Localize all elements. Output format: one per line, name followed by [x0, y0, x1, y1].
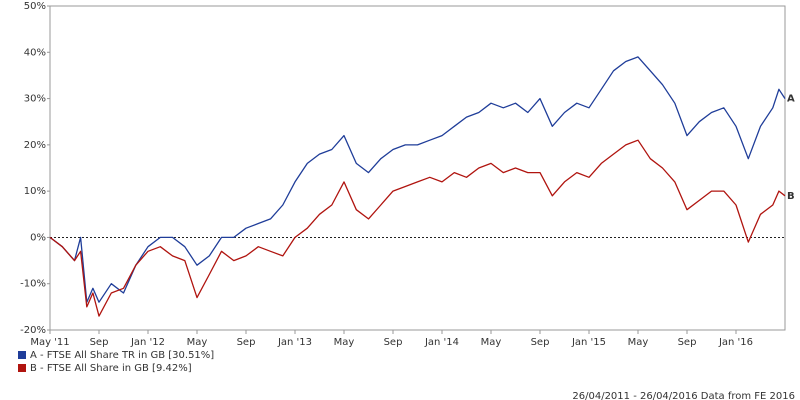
x-tick-label: Sep [384, 337, 403, 348]
x-tick-label: Jan '14 [424, 337, 459, 348]
x-tick-label: Sep [237, 337, 256, 348]
plot-frame [49, 5, 786, 331]
y-tick-label: 50% [24, 1, 46, 12]
x-tick-label: Jan '15 [571, 337, 606, 348]
y-tick-label: 40% [24, 47, 46, 58]
footnote: 26/04/2011 - 26/04/2016 Data from FE 201… [572, 391, 795, 400]
x-tick-label: Sep [90, 337, 109, 348]
y-tick-label: 30% [24, 94, 46, 105]
legend-swatch [18, 351, 26, 359]
x-tick-label: Jan '12 [130, 337, 165, 348]
x-tick-label: May '11 [30, 337, 69, 348]
end-label: B [787, 191, 795, 202]
end-label: A [787, 94, 795, 105]
x-tick-label: Jan '16 [718, 337, 753, 348]
series-line [49, 139, 786, 317]
y-tick-label: -10% [20, 279, 46, 290]
x-tick-label: May [481, 337, 502, 348]
x-tick-label: May [187, 337, 208, 348]
x-tick-label: Sep [678, 337, 697, 348]
legend-swatch [18, 364, 26, 372]
x-tick-label: Sep [531, 337, 550, 348]
y-tick-label: 10% [24, 186, 46, 197]
y-tick-label: -20% [20, 325, 46, 336]
legend-label: B - FTSE All Share in GB [9.42%] [30, 363, 192, 374]
y-tick-label: 0% [30, 232, 46, 243]
x-tick-label: Jan '13 [277, 337, 312, 348]
legend-label: A - FTSE All Share TR in GB [30.51%] [30, 350, 214, 361]
x-tick-label: May [334, 337, 355, 348]
y-tick-label: 20% [24, 140, 46, 151]
series-line [49, 56, 786, 303]
x-tick-label: May [628, 337, 649, 348]
